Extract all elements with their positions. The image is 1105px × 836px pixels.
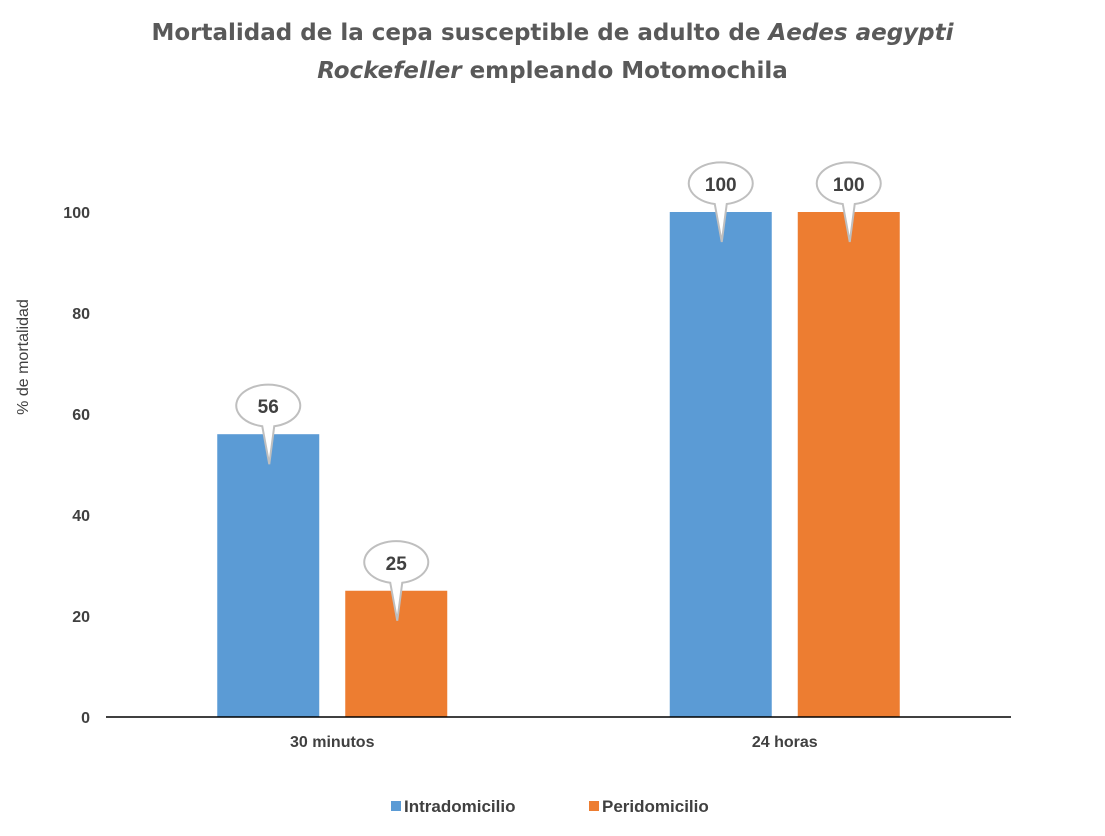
y-tick-label: 0 — [81, 710, 90, 727]
y-tick-label: 20 — [72, 609, 90, 626]
legend-item: Peridomicilio — [589, 797, 709, 816]
data-label-callout: 100 — [687, 161, 754, 243]
callout-bubble — [363, 540, 430, 621]
y-tick-label: 60 — [72, 407, 90, 424]
legend-swatch — [391, 801, 401, 811]
data-label-callout: 56 — [235, 383, 302, 465]
y-tick-label: 80 — [72, 306, 90, 323]
bar-peridomicilio-2 — [797, 212, 900, 717]
y-tick-label: 40 — [72, 508, 90, 525]
x-category-label: 30 minutos — [290, 734, 375, 751]
bar-intradomicilio-2 — [669, 212, 772, 717]
legend-swatch — [589, 801, 599, 811]
y-tick-label: 100 — [63, 205, 90, 222]
chart-title-line-2: Rockefeller empleando Motomochila — [317, 58, 788, 84]
x-axis: 30 minutos 24 horas — [290, 734, 818, 751]
data-label: 100 — [833, 175, 865, 196]
chart-title-line-1: Mortalidad de la cepa susceptible de adu… — [151, 20, 954, 46]
bar-intradomicilio-1 — [217, 434, 320, 717]
legend-item: Intradomicilio — [391, 797, 515, 816]
callout-bubble — [687, 161, 754, 243]
data-label: 56 — [258, 397, 279, 418]
bars — [217, 212, 900, 717]
legend-label: Intradomicilio — [404, 797, 515, 816]
legend-label: Peridomicilio — [602, 797, 709, 816]
data-label: 100 — [705, 175, 737, 196]
data-label: 25 — [386, 554, 408, 575]
y-axis-label: % de mortalidad — [15, 299, 32, 415]
x-category-label: 24 horas — [752, 734, 818, 751]
callout-bubble — [235, 383, 302, 465]
legend: Intradomicilio Peridomicilio — [391, 797, 709, 816]
y-axis: 0 20 40 60 80 100 — [63, 205, 90, 727]
data-label-callout: 100 — [815, 161, 882, 243]
data-label-callout: 25 — [363, 540, 430, 621]
callout-bubble — [815, 161, 882, 243]
data-labels: 56 25 100 100 — [235, 161, 882, 621]
